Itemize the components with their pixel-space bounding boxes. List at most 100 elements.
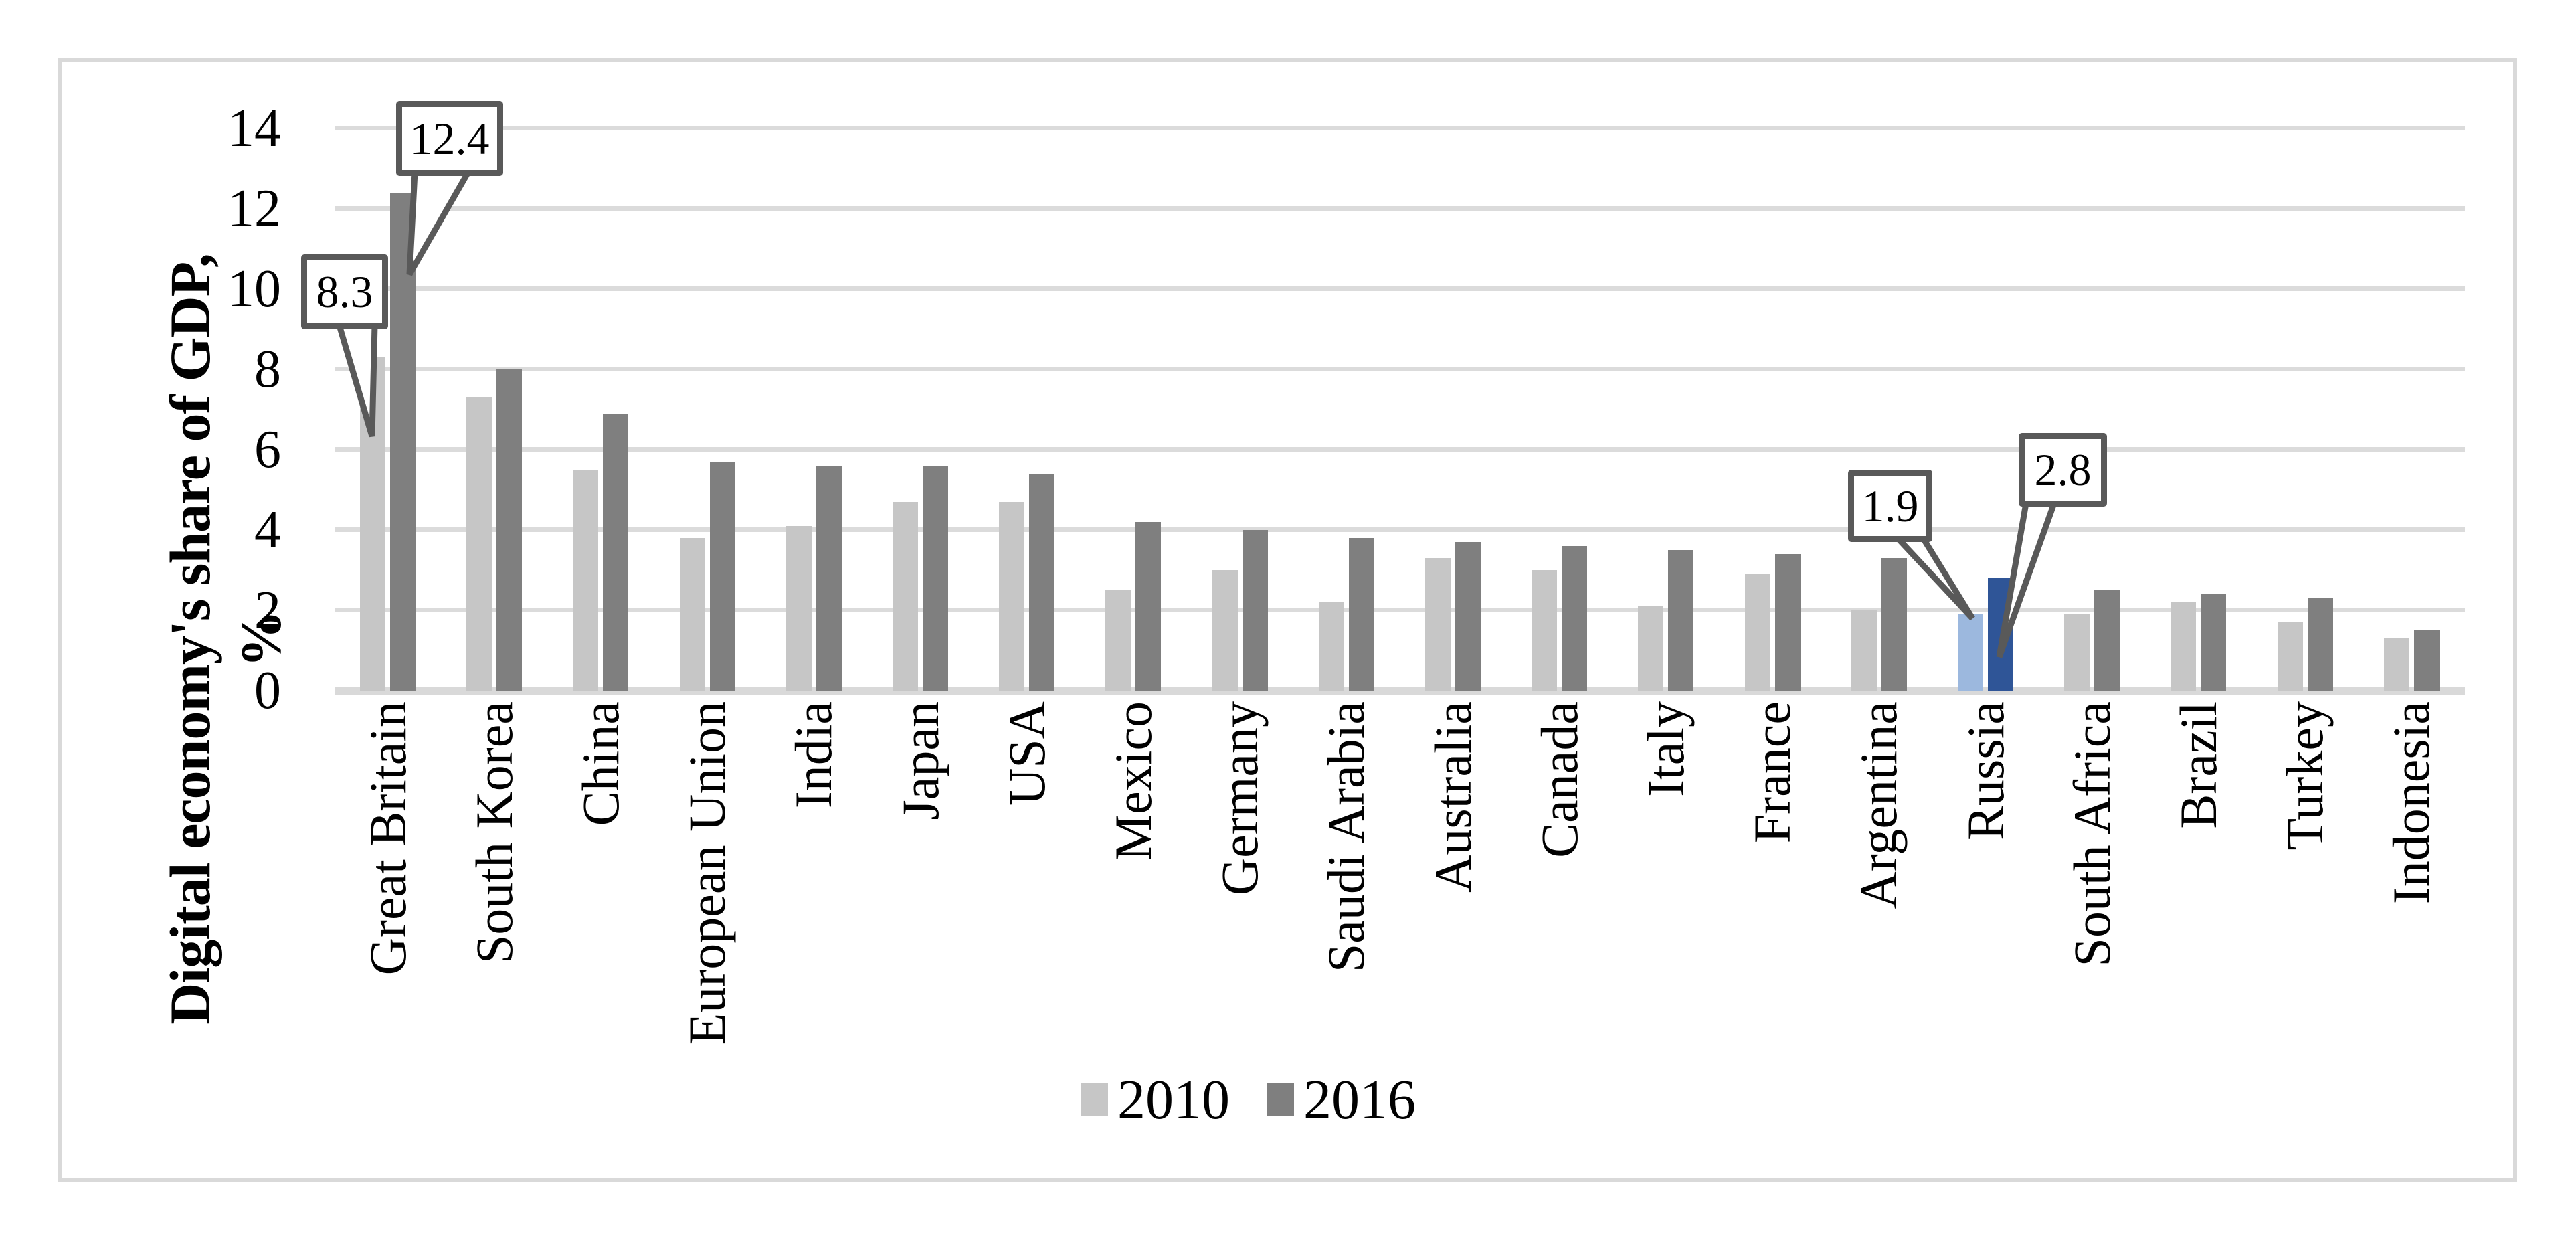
bar-group-mexico [1080,100,1186,691]
gridline-6 [335,447,2465,452]
bar-group-great-britain [335,100,441,691]
bar-2016-france [1774,554,1801,691]
bar-2010-russia [1958,614,1983,691]
bar-group-russia [1932,100,2039,691]
bar-2010-usa [999,502,1025,691]
bar-group-france [1720,100,1826,691]
bar-group-south-korea [441,100,547,691]
bar-2016-turkey [2307,598,2333,691]
bar-2016-saudi-arabia [1348,538,1374,691]
bar-group-australia [1400,100,1506,691]
y-tick-label-8: 8 [254,340,281,399]
bar-group-india [761,100,867,691]
bar-2016-russia [1988,578,2013,691]
bar-2010-argentina [1851,610,1877,691]
bar-2010-canada [1532,570,1558,691]
y-tick-label-2: 2 [254,581,281,640]
x-label-japan: Japan [891,701,949,820]
bar-2010-germany [1212,570,1238,691]
callout-2010-great-britain: 8.3 [301,254,388,329]
legend-label-2010: 2010 [1117,1068,1230,1131]
bar-2010-china [573,470,599,691]
x-label-great-britain: Great Britain [358,701,417,976]
y-tick-label-6: 6 [254,420,281,479]
x-label-australia: Australia [1423,701,1482,893]
bar-2010-european-union [679,538,705,691]
x-label-china: China [571,701,630,826]
y-tick-label-10: 10 [227,260,281,319]
x-axis-line [335,687,2465,695]
x-label-germany: Germany [1210,701,1269,896]
bar-2010-italy [1638,606,1664,691]
bar-2016-european-union [709,462,735,691]
y-tick-label-0: 0 [254,661,281,720]
bar-2016-brazil [2201,594,2227,691]
bar-2010-south-korea [466,397,492,691]
callout-2016-russia: 2.8 [2019,433,2107,507]
legend-swatch-2016 [1267,1083,1294,1116]
bar-2016-india [816,466,842,691]
x-label-russia: Russia [1956,701,2015,841]
gridline-10 [335,286,2465,291]
bar-2010-mexico [1105,590,1131,691]
x-label-european-union: European Union [678,701,737,1045]
bar-2016-germany [1242,530,1268,691]
x-label-usa: USA [997,701,1056,806]
bar-2010-india [786,526,812,691]
bar-2016-australia [1455,542,1481,691]
bar-group-saudi-arabia [1293,100,1400,691]
x-label-france: France [1743,701,1802,844]
bar-2016-mexico [1135,522,1162,691]
legend-swatch-2010 [1081,1083,1108,1116]
bar-2010-brazil [2171,602,2197,691]
bar-2016-great-britain [390,193,416,691]
bar-group-european-union [654,100,761,691]
x-label-mexico: Mexico [1104,701,1162,861]
x-label-canada: Canada [1530,701,1588,858]
bar-group-turkey [2252,100,2359,691]
x-label-south-africa: South Africa [2062,701,2121,967]
bar-2016-japan [923,466,948,691]
gridline-8 [335,367,2465,371]
y-tick-label-12: 12 [227,179,281,238]
bar-2016-south-korea [496,369,523,691]
bar-2016-indonesia [2413,630,2440,691]
gridline-12 [335,206,2465,211]
x-label-south-korea: South Korea [464,701,523,964]
bar-group-italy [1613,100,1719,691]
bar-group-south-africa [2039,100,2145,691]
bar-group-germany [1187,100,1293,691]
bar-2010-south-africa [2064,614,2090,691]
bar-2016-italy [1668,550,1694,691]
bar-group-china [547,100,654,691]
x-label-indonesia: Indonesia [2382,701,2441,905]
callout-2010-russia: 1.9 [1848,470,1932,542]
gridline-14 [335,126,2465,130]
x-label-saudi-arabia: Saudi Arabia [1317,701,1376,973]
bar-2010-japan [893,502,918,691]
x-label-india: India [784,701,843,809]
bar-2016-argentina [1881,558,1907,691]
bar-2016-canada [1562,546,1588,691]
bar-group-indonesia [2359,100,2465,691]
x-label-argentina: Argentina [1849,701,1908,909]
gridline-2 [335,608,2465,612]
bar-group-brazil [2145,100,2251,691]
bar-2010-great-britain [360,357,385,691]
x-label-italy: Italy [1637,701,1695,797]
bar-group-japan [867,100,974,691]
bar-2010-france [1744,574,1770,691]
bar-2016-south-africa [2094,590,2120,691]
bar-2010-indonesia [2383,638,2409,691]
legend: 2010 2016 [1081,1068,1416,1131]
gridline-4 [335,527,2465,532]
bar-2016-usa [1029,474,1055,691]
bar-group-argentina [1826,100,1932,691]
bar-2010-australia [1425,558,1451,691]
y-tick-label-14: 14 [227,99,281,158]
x-label-turkey: Turkey [2276,701,2334,851]
bar-group-usa [974,100,1080,691]
bar-2016-china [603,414,629,691]
bar-2010-saudi-arabia [1318,602,1344,691]
